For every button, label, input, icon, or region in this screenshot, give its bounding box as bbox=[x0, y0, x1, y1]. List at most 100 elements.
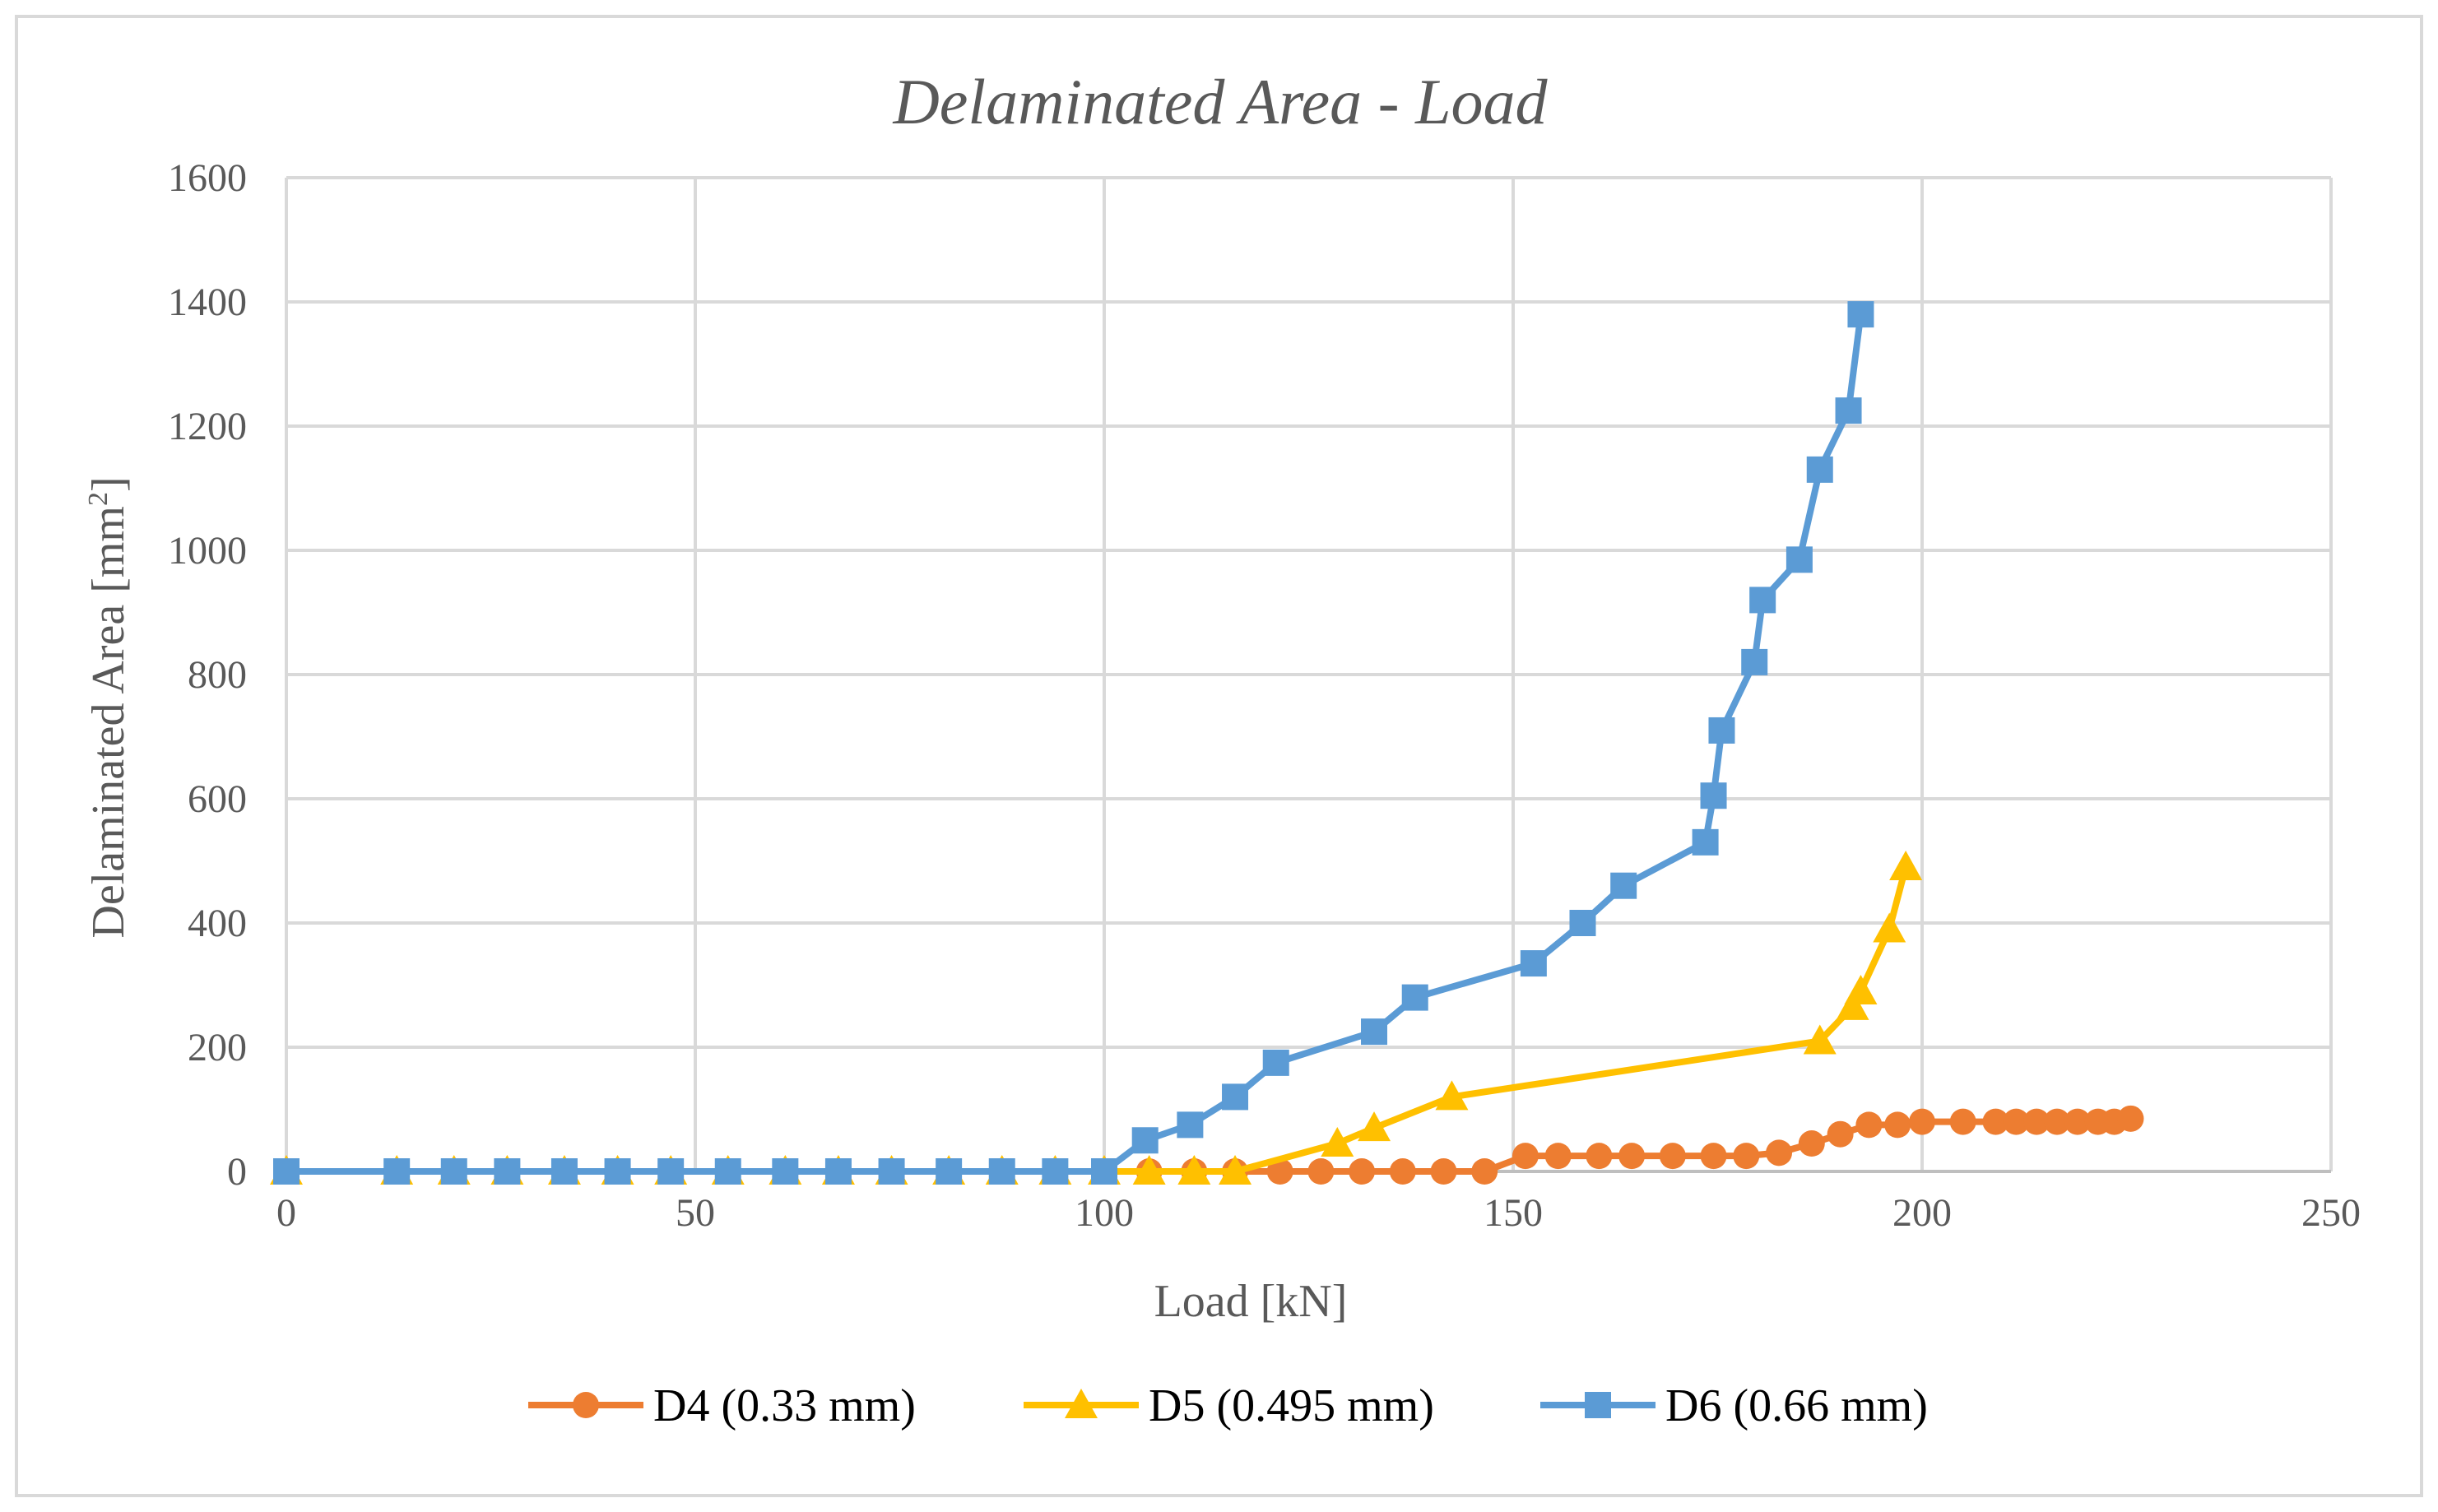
data-point bbox=[1659, 1143, 1686, 1170]
data-point bbox=[1766, 1139, 1793, 1166]
data-point bbox=[383, 1158, 411, 1185]
data-point bbox=[604, 1158, 631, 1185]
x-tick-label: 0 bbox=[276, 1191, 296, 1235]
data-point bbox=[1855, 1111, 1883, 1139]
data-point bbox=[1844, 975, 1878, 1005]
data-point bbox=[1569, 910, 1596, 936]
x-tick-label: 50 bbox=[676, 1191, 715, 1235]
data-point bbox=[2064, 1108, 2091, 1135]
data-point bbox=[2117, 1105, 2144, 1132]
legend-marker bbox=[573, 1392, 599, 1418]
data-point bbox=[936, 1158, 963, 1185]
series-layer bbox=[270, 301, 2144, 1185]
y-tick-label: 1400 bbox=[168, 281, 247, 324]
data-point bbox=[1586, 1143, 1613, 1170]
x-tick-label: 150 bbox=[1484, 1191, 1543, 1235]
data-point bbox=[1389, 1158, 1416, 1185]
y-tick-label: 1000 bbox=[168, 529, 247, 573]
data-point bbox=[1132, 1155, 1166, 1185]
data-point bbox=[1873, 912, 1906, 943]
y-tick-label: 800 bbox=[188, 653, 247, 697]
chart-border bbox=[15, 15, 2423, 1497]
legend-item: D6 (0.66 mm) bbox=[1540, 1380, 1928, 1431]
data-point bbox=[1949, 1108, 1976, 1135]
grid bbox=[285, 176, 2333, 1171]
data-point bbox=[1827, 1120, 1854, 1148]
data-point bbox=[1512, 1143, 1539, 1170]
data-point bbox=[1177, 1111, 1204, 1139]
data-point bbox=[1361, 1018, 1388, 1046]
y-tick-label: 1200 bbox=[168, 405, 247, 448]
y-tick-label: 0 bbox=[227, 1150, 247, 1194]
data-point bbox=[1610, 872, 1637, 899]
data-point bbox=[440, 1158, 467, 1185]
data-point bbox=[1544, 1143, 1572, 1170]
data-point bbox=[772, 1158, 799, 1185]
data-point bbox=[1708, 717, 1735, 744]
data-point bbox=[1889, 851, 1923, 881]
legend-label: D4 (0.33 mm) bbox=[653, 1380, 916, 1431]
legend-label: D6 (0.66 mm) bbox=[1665, 1380, 1928, 1431]
y-axis-label-sup: 2 bbox=[83, 492, 114, 506]
data-point bbox=[494, 1158, 521, 1185]
data-point bbox=[1749, 587, 1776, 614]
data-point bbox=[1692, 828, 1719, 856]
y-axis-label-main: Delaminated Area [mm bbox=[83, 506, 134, 939]
y-axis-label-end: ] bbox=[83, 476, 134, 492]
data-point bbox=[1847, 301, 1874, 328]
data-point bbox=[1219, 1155, 1252, 1185]
y-tick-label: 400 bbox=[188, 902, 247, 945]
data-point bbox=[1836, 990, 1869, 1020]
x-tick-label: 200 bbox=[1892, 1191, 1952, 1235]
data-point bbox=[2003, 1108, 2030, 1135]
data-point bbox=[1520, 950, 1547, 977]
data-point bbox=[1806, 456, 1833, 483]
data-point bbox=[1909, 1108, 1935, 1135]
data-point bbox=[1262, 1049, 1289, 1076]
data-point bbox=[1042, 1158, 1069, 1185]
data-point bbox=[988, 1158, 1015, 1185]
legend-label: D5 (0.495 mm) bbox=[1149, 1380, 1434, 1431]
data-point bbox=[1618, 1143, 1646, 1170]
y-tick-label: 200 bbox=[188, 1026, 247, 1069]
data-point bbox=[1222, 1083, 1249, 1111]
legend-item: D4 (0.33 mm) bbox=[528, 1380, 916, 1431]
data-point bbox=[1798, 1130, 1825, 1157]
data-point bbox=[1321, 1127, 1354, 1157]
data-point bbox=[1435, 1080, 1469, 1111]
data-point bbox=[1786, 546, 1813, 573]
x-tick-label: 250 bbox=[2301, 1191, 2361, 1235]
data-point bbox=[550, 1158, 578, 1185]
data-point bbox=[878, 1158, 905, 1185]
data-point bbox=[1307, 1158, 1335, 1185]
data-point bbox=[1177, 1155, 1211, 1185]
data-point bbox=[1835, 397, 1862, 424]
data-point bbox=[1131, 1127, 1159, 1154]
data-point bbox=[1700, 1143, 1727, 1170]
data-point bbox=[714, 1158, 741, 1185]
data-point bbox=[2023, 1108, 2050, 1135]
data-point bbox=[1358, 1111, 1391, 1142]
legend-marker bbox=[1065, 1389, 1098, 1418]
data-point bbox=[2044, 1108, 2071, 1135]
data-point bbox=[1733, 1143, 1760, 1170]
data-point bbox=[1471, 1158, 1498, 1185]
chart-title: Delaminated Area - Load bbox=[892, 66, 1548, 137]
series-3 bbox=[273, 301, 1874, 1185]
x-axis-label: Load [kN] bbox=[1154, 1276, 1348, 1327]
legend: D4 (0.33 mm) D5 (0.495 mm) D6 (0.66 mm) bbox=[528, 1380, 1928, 1431]
legend-item: D5 (0.495 mm) bbox=[1024, 1380, 1434, 1431]
y-tick-label: 1600 bbox=[168, 156, 247, 200]
data-point bbox=[1884, 1111, 1911, 1139]
data-point bbox=[1803, 1024, 1837, 1055]
data-point bbox=[1349, 1158, 1376, 1185]
data-point bbox=[1091, 1158, 1117, 1185]
data-point bbox=[657, 1158, 685, 1185]
data-point bbox=[824, 1158, 852, 1185]
data-point bbox=[1700, 782, 1727, 809]
data-point bbox=[1982, 1108, 2009, 1135]
data-point bbox=[1266, 1158, 1293, 1185]
x-tick-label: 100 bbox=[1075, 1191, 1134, 1235]
y-axis-label: Delaminated Area [mm2] bbox=[83, 476, 134, 938]
